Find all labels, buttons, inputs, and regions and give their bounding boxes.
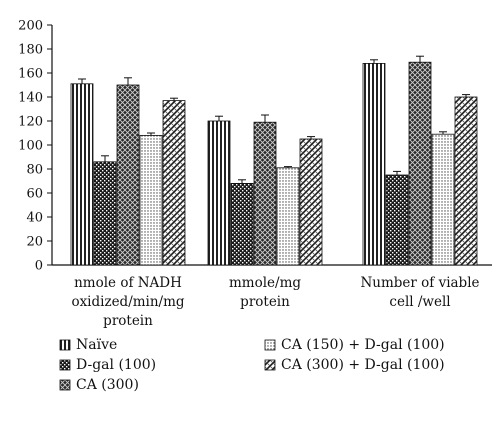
y-tick-label: 60 bbox=[26, 187, 43, 202]
y-tick-label: 40 bbox=[26, 211, 43, 226]
y-tick-label: 140 bbox=[18, 91, 43, 106]
y-tick-label: 20 bbox=[26, 235, 43, 250]
bar bbox=[299, 138, 323, 266]
bar bbox=[207, 120, 231, 266]
labels-layer: nmole of NADH oxidized/min/mg protein mmole… bbox=[71, 275, 479, 329]
bars-layer bbox=[70, 55, 478, 266]
legend-swatch bbox=[59, 339, 71, 351]
bar bbox=[362, 63, 386, 266]
y-tick-label: 100 bbox=[18, 139, 43, 154]
y-tick-label: 200 bbox=[18, 19, 43, 34]
legend-label: D-gal (100) bbox=[76, 357, 156, 373]
legend-label: CA (300) bbox=[76, 377, 139, 393]
bar bbox=[70, 83, 94, 266]
category-label: mmole/mg bbox=[229, 275, 301, 291]
bar bbox=[385, 174, 409, 266]
category-label: protein bbox=[240, 294, 290, 310]
legend-swatch bbox=[59, 359, 71, 371]
legend-swatch bbox=[264, 359, 276, 371]
y-tick-label: 160 bbox=[18, 67, 43, 82]
bar bbox=[139, 134, 163, 266]
y-tick-label: 80 bbox=[26, 163, 43, 178]
bar bbox=[93, 161, 117, 266]
bar bbox=[230, 182, 254, 266]
y-tick-label: 180 bbox=[18, 43, 43, 58]
category-label: oxidized/min/mg bbox=[71, 294, 184, 310]
bar bbox=[116, 84, 140, 266]
bar bbox=[162, 100, 186, 266]
legend-label: CA (300) + D-gal (100) bbox=[281, 357, 445, 373]
legend: Naïve D-gal (100) CA (300) CA (150) + D-gal… bbox=[59, 337, 445, 393]
legend-label: CA (150) + D-gal (100) bbox=[281, 337, 445, 353]
category-label: Number of viable bbox=[360, 275, 479, 291]
bar bbox=[408, 61, 432, 266]
bar bbox=[431, 133, 455, 266]
legend-swatch bbox=[264, 339, 276, 351]
category-label: nmole of NADH bbox=[74, 275, 182, 291]
axis-layer: 0 20 40 60 80 100 120 140 160 180 200 bbox=[18, 19, 492, 274]
category-label: protein bbox=[103, 313, 153, 329]
bar bbox=[276, 167, 300, 266]
y-tick-label: 0 bbox=[35, 259, 43, 274]
bar bbox=[454, 96, 478, 266]
bar bbox=[253, 121, 277, 266]
legend-swatch bbox=[59, 379, 71, 391]
legend-label: Naïve bbox=[76, 337, 117, 353]
y-tick-label: 120 bbox=[18, 115, 43, 130]
category-label: cell /well bbox=[389, 294, 450, 310]
